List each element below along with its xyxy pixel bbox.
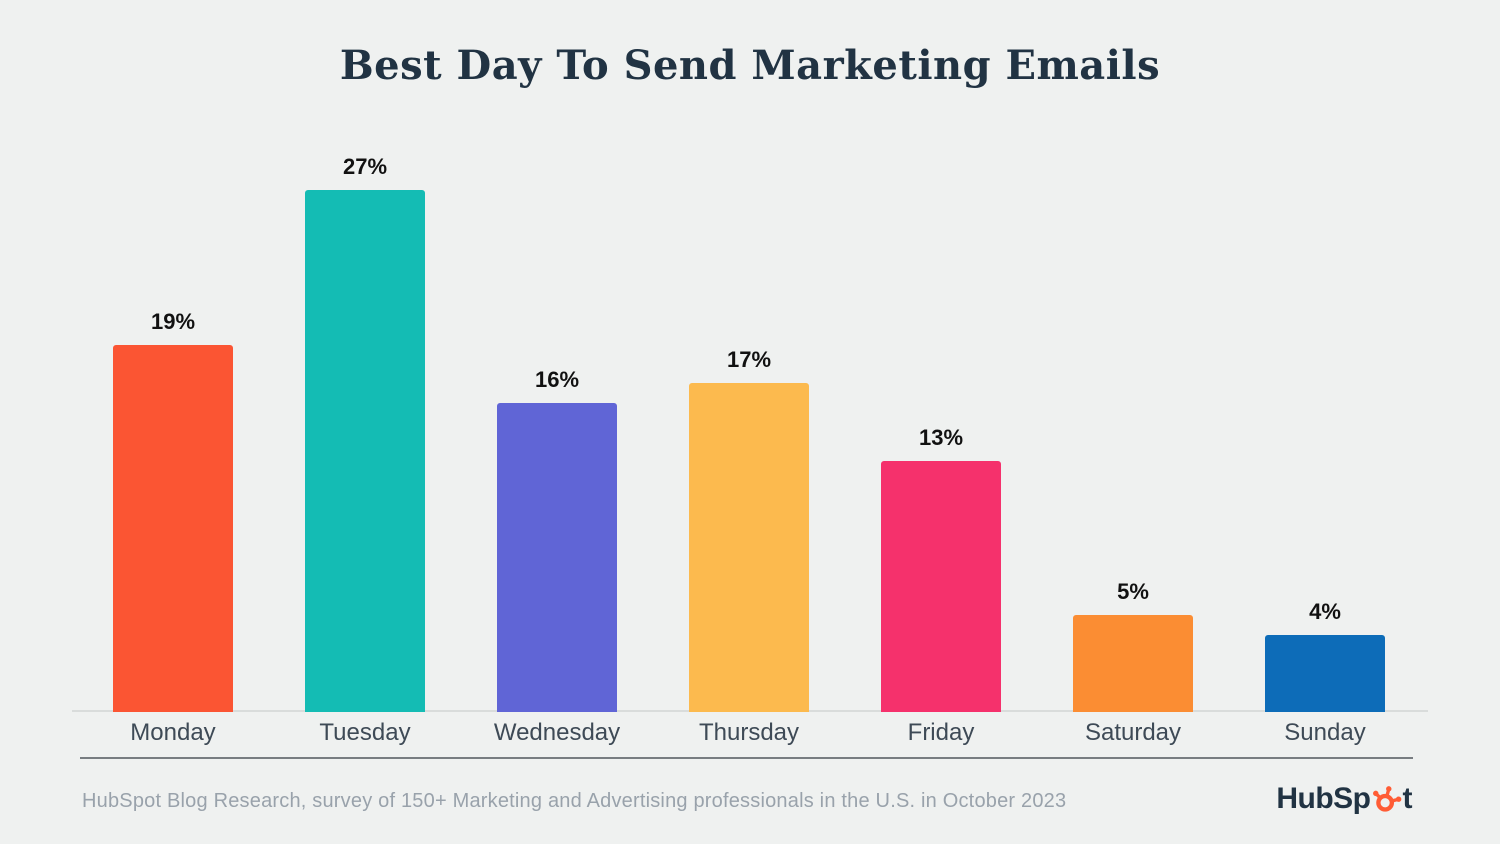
bar-value-label: 13% xyxy=(918,425,964,450)
bar-value-label: 5% xyxy=(1117,579,1149,604)
bar xyxy=(881,461,1001,712)
bar xyxy=(497,403,617,712)
bar-value-label: 4% xyxy=(1309,599,1341,624)
logo-text-suffix: t xyxy=(1402,782,1413,815)
source-attribution: HubSpot Blog Research, survey of 150+ Ma… xyxy=(82,790,1067,812)
x-axis-label: Friday xyxy=(907,719,975,746)
bar xyxy=(689,383,809,712)
hubspot-sprocket-icon xyxy=(1372,786,1401,812)
x-axis-label: Saturday xyxy=(1084,719,1182,746)
x-axis-label: Thursday xyxy=(698,719,800,746)
x-axis-label: Tuesday xyxy=(319,719,411,746)
bar-value-label: 19% xyxy=(150,309,196,334)
bar xyxy=(1265,635,1385,712)
footer-divider xyxy=(80,757,1413,759)
bar-value-label: 27% xyxy=(342,154,388,179)
chart-title: Best Day To Send Marketing Emails xyxy=(339,42,1161,89)
bar xyxy=(1073,615,1193,712)
bar-value-label: 17% xyxy=(726,347,772,372)
bar xyxy=(113,345,233,712)
x-axis-label: Wednesday xyxy=(493,719,621,746)
logo-text-prefix: HubSp xyxy=(1276,782,1371,815)
hubspot-logo: HubSp t xyxy=(1276,782,1412,816)
x-axis-label: Sunday xyxy=(1284,719,1366,746)
x-axis-label: Monday xyxy=(130,719,216,746)
bar xyxy=(305,190,425,712)
bar-value-label: 16% xyxy=(534,367,580,392)
